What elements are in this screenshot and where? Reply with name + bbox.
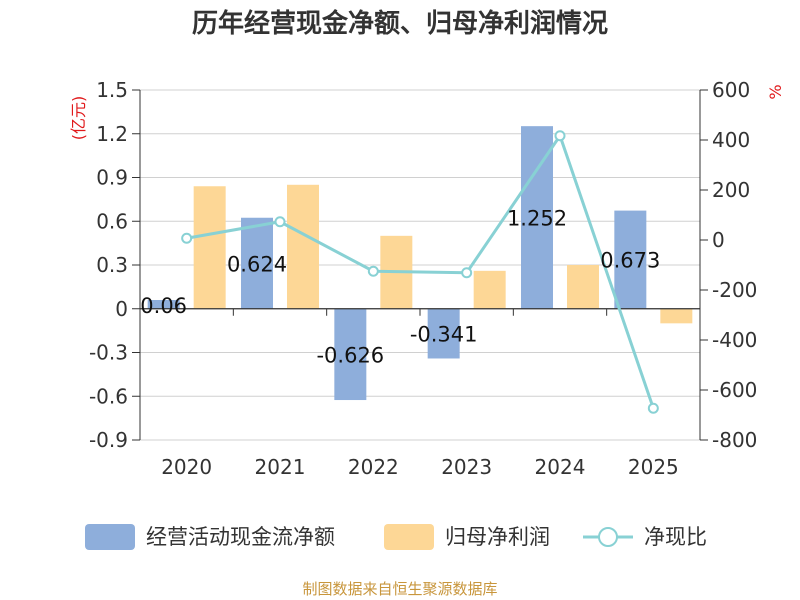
- right-tick-label: -400: [712, 328, 757, 352]
- left-tick-label: 1.5: [96, 78, 128, 102]
- bar-net-profit: [660, 308, 693, 324]
- net-cash-ratio-point: [647, 402, 659, 414]
- legend-label-ratio: 净现比: [644, 525, 707, 549]
- cashflow-data-label: 1.252: [507, 206, 567, 230]
- x-tick-label: 2021: [255, 455, 306, 479]
- legend-swatch-marker: [598, 527, 618, 547]
- bar-net-profit: [193, 186, 226, 309]
- cashflow-data-label: 0.673: [600, 249, 660, 273]
- right-tick-label: 0: [712, 228, 725, 252]
- right-tick-label: -200: [712, 278, 757, 302]
- bar-cashflow: [241, 217, 273, 309]
- legend: 经营活动现金流净额 归母净利润 净现比: [85, 524, 707, 550]
- bars: [147, 126, 693, 401]
- left-tick-label: 0.9: [96, 166, 128, 190]
- bar-cashflow: [147, 300, 180, 309]
- net-cash-ratio-point: [367, 265, 379, 277]
- x-tick-label: 2025: [628, 455, 679, 479]
- net-cash-ratio-point: [554, 130, 566, 142]
- source-note: 制图数据来自恒生聚源数据库: [302, 580, 497, 598]
- left-tick-label: 1.2: [96, 122, 128, 146]
- left-tick-label: -0.9: [89, 428, 128, 452]
- cashflow-data-label: 0.06: [140, 294, 187, 318]
- net-cash-ratio-line: [186, 132, 655, 409]
- left-axis-unit: (亿元): [69, 96, 88, 141]
- right-axis: 600 400 200 0 -200 -400 -600 -800: [699, 78, 757, 452]
- line-series: [181, 130, 659, 414]
- left-tick-label: -0.3: [89, 341, 128, 365]
- legend-swatch-cashflow: [85, 524, 135, 550]
- bar-cashflow: [614, 210, 647, 309]
- chart-title: 历年经营现金净额、归母净利润情况: [192, 8, 608, 39]
- cashflow-data-label: 0.624: [227, 252, 287, 276]
- bar-net-profit: [287, 184, 319, 309]
- x-tick-label: 2024: [535, 455, 586, 479]
- left-tick-label: -0.6: [89, 384, 128, 408]
- bar-cashflow: [521, 126, 553, 309]
- left-tick-label: 0.3: [96, 253, 128, 277]
- right-tick-label: -600: [712, 378, 757, 402]
- x-tick-label: 2023: [441, 455, 492, 479]
- right-tick-label: 400: [712, 128, 750, 152]
- legend-swatch-net-profit: [384, 524, 434, 550]
- left-tick-label: 0.6: [96, 209, 128, 233]
- legend-label-cashflow: 经营活动现金流净额: [146, 525, 335, 549]
- cashflow-data-label: -0.341: [410, 323, 478, 347]
- right-tick-label: 600: [712, 78, 750, 102]
- left-axis: 1.5 1.2 0.9 0.6 0.3 0 -0.3 -0.6 -0.9: [89, 78, 141, 452]
- right-axis-unit: %: [766, 84, 785, 99]
- bar-net-profit: [473, 270, 506, 309]
- data-labels: 0.06 0.624 -0.626 -0.341 1.252 0.673: [140, 206, 660, 367]
- bar-net-profit: [567, 265, 599, 309]
- net-cash-ratio-point: [181, 232, 193, 244]
- net-cash-ratio-point: [461, 267, 473, 279]
- legend-label-net-profit: 归母净利润: [445, 525, 550, 549]
- net-cash-ratio-point: [274, 216, 286, 228]
- x-tick-label: 2022: [348, 455, 399, 479]
- right-tick-label: 200: [712, 178, 750, 202]
- bar-cashflow: [334, 308, 367, 401]
- cashflow-data-label: -0.626: [316, 343, 384, 367]
- right-tick-label: -800: [712, 428, 757, 452]
- bar-cashflow: [427, 308, 460, 359]
- left-tick-label: 0: [115, 297, 128, 321]
- x-tick-label: 2020: [161, 455, 212, 479]
- x-axis: 2020 2021 2022 2023 2024 2025: [139, 308, 701, 479]
